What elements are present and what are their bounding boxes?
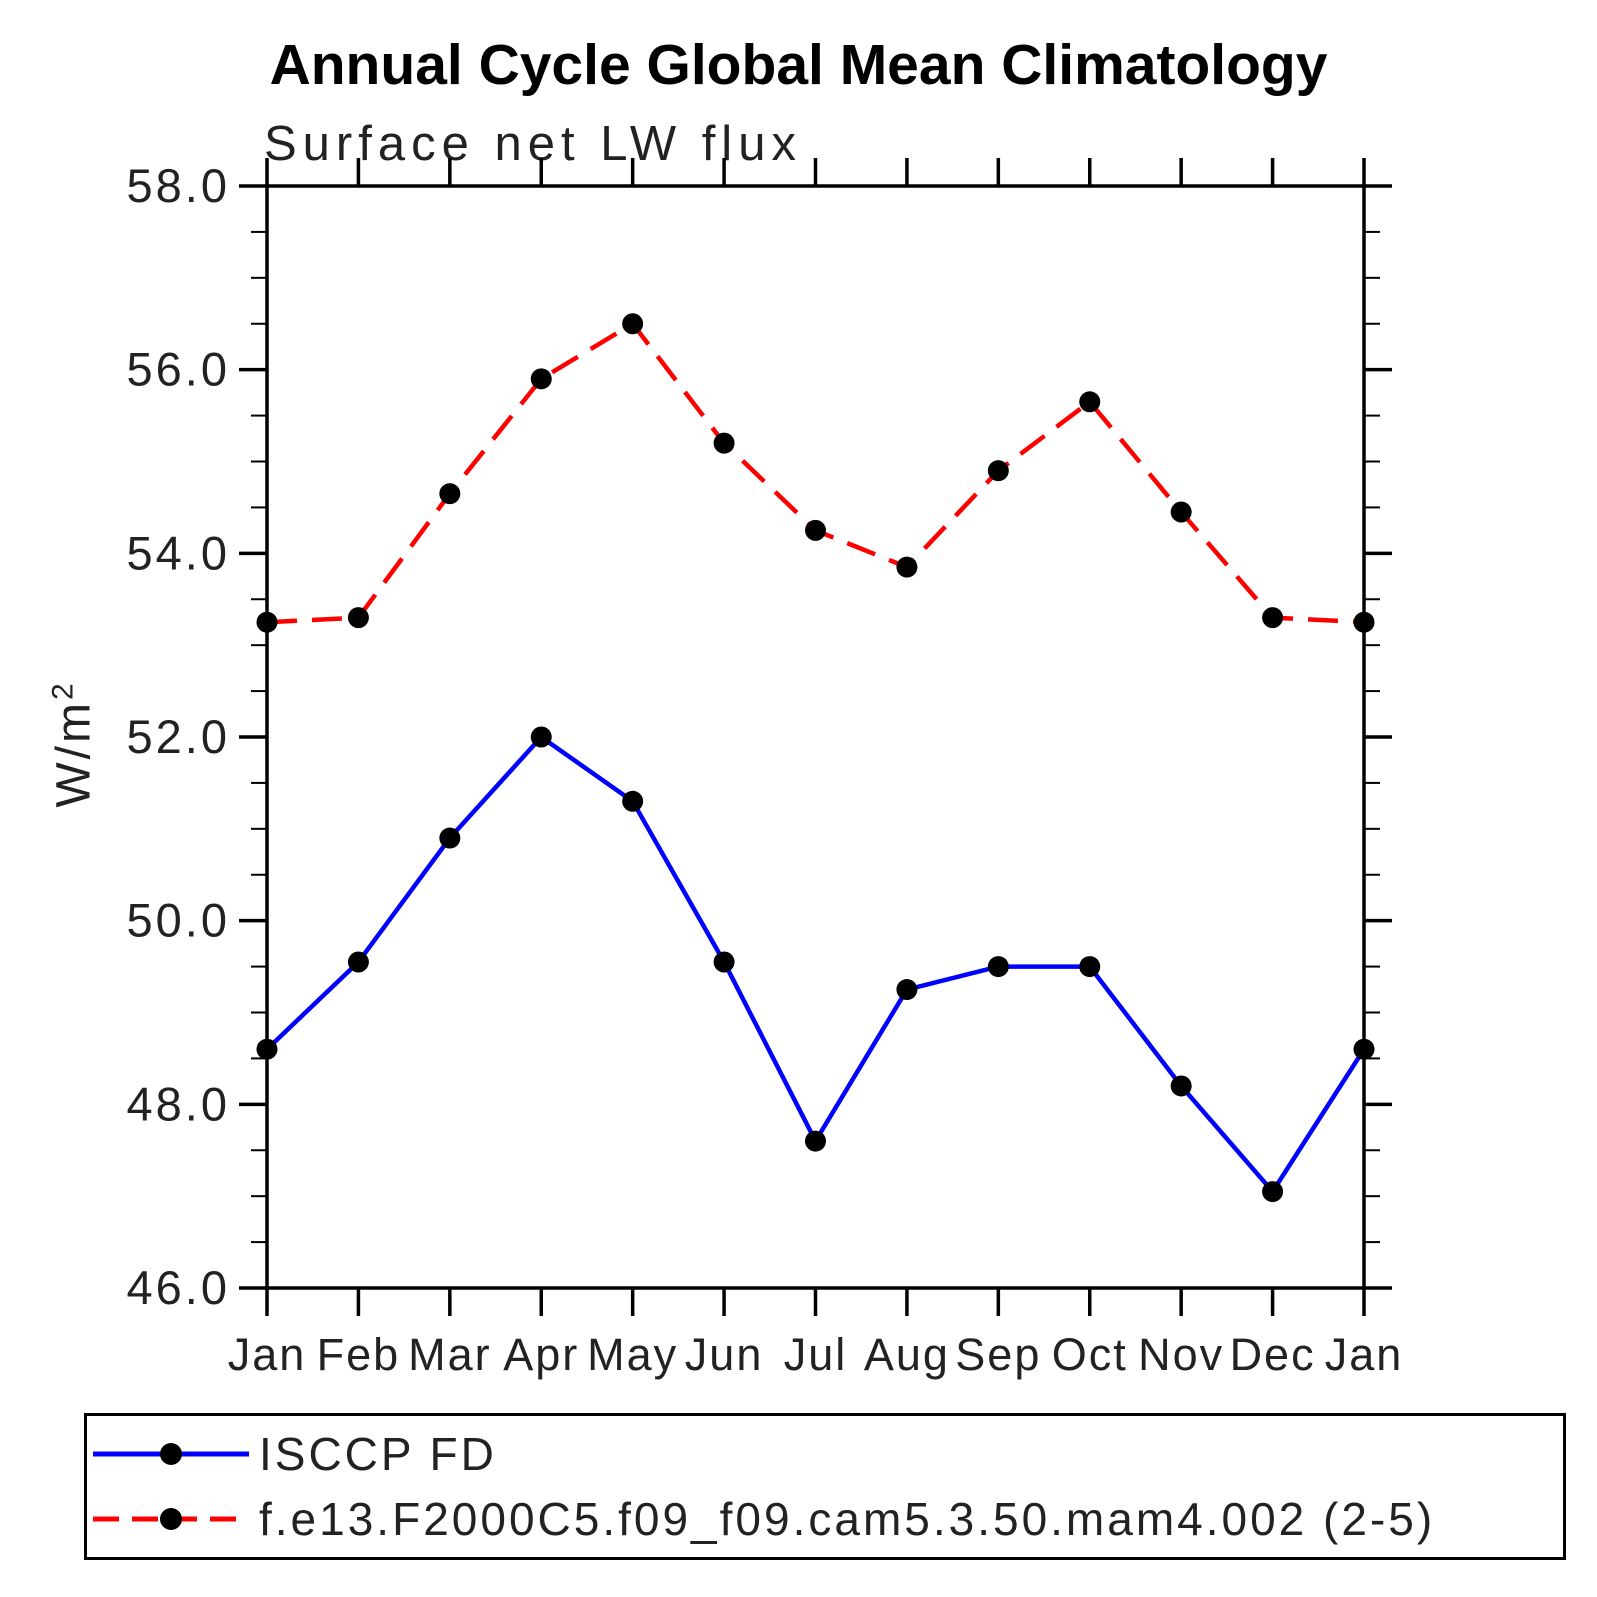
series-line-1 (266, 320, 1365, 625)
data-point-marker (896, 556, 918, 578)
y-tick-label: 46.0 (127, 1261, 230, 1314)
data-point-marker (987, 460, 1009, 482)
data-point-marker (987, 956, 1009, 978)
data-point-marker (347, 607, 369, 629)
data-point-marker (1170, 1075, 1192, 1097)
legend-label-model: f.e13.F2000C5.f09_f09.cam5.3.50.mam4.002… (259, 1493, 1436, 1545)
plot-border (265, 184, 1366, 1290)
x-tick-label: Jan (228, 1329, 307, 1380)
x-tick-label: Aug (864, 1329, 950, 1380)
data-point-marker (805, 1130, 826, 1152)
data-point-marker (347, 951, 369, 973)
x-tick-label: Feb (317, 1329, 401, 1380)
legend-swatch-dashed (93, 1508, 249, 1530)
y-tick-label: 52.0 (127, 710, 230, 763)
legend-entry-observation: ISCCP FD (91, 1427, 497, 1481)
data-point-marker (1353, 611, 1375, 633)
legend-marker-dot (160, 1443, 182, 1465)
x-tick-label: Jun (685, 1329, 764, 1380)
data-point-marker (713, 432, 735, 454)
x-tick-label: Apr (503, 1329, 579, 1380)
series-line-0 (265, 734, 1366, 1196)
data-point-marker (439, 827, 461, 849)
data-point-marker (622, 790, 644, 812)
chart-title: Annual Cycle Global Mean Climatology (269, 33, 1328, 97)
data-point-marker (439, 483, 461, 505)
legend-label-observation: ISCCP FD (259, 1428, 497, 1480)
x-tick-label: Jul (784, 1329, 848, 1380)
x-tick-label: Jan (1325, 1329, 1404, 1380)
legend-box: ISCCP FD f.e13.F2000C5.f09_f09.cam5.3.50… (84, 1413, 1566, 1560)
data-point-marker (1262, 1181, 1284, 1203)
data-point-marker (530, 368, 552, 390)
y-tick-label: 56.0 (127, 343, 230, 396)
x-tick-label: Mar (408, 1329, 492, 1380)
x-tick-label: Dec (1230, 1329, 1316, 1380)
x-tick-label: Oct (1052, 1329, 1128, 1380)
y-tick-label: 54.0 (127, 526, 230, 579)
x-tick-label: Sep (955, 1329, 1041, 1380)
data-point-marker (256, 1038, 278, 1060)
x-tick-label: Nov (1138, 1329, 1224, 1380)
y-tick-label: 50.0 (127, 894, 230, 947)
data-point-marker (530, 726, 552, 748)
legend-swatch-solid (93, 1443, 249, 1465)
data-point-marker (896, 979, 918, 1001)
data-point-marker (1353, 1038, 1375, 1060)
y-tick-label: 58.0 (127, 159, 230, 212)
x-tick-label: May (587, 1329, 678, 1380)
data-point-marker (622, 313, 644, 335)
legend-marker-dot (160, 1508, 182, 1530)
data-point-marker (1170, 501, 1192, 523)
data-point-marker (256, 611, 278, 633)
data-point-marker (713, 951, 735, 973)
data-point-marker (1079, 956, 1101, 978)
data-point-marker (805, 519, 826, 541)
legend-entry-model: f.e13.F2000C5.f09_f09.cam5.3.50.mam4.002… (91, 1492, 1435, 1546)
data-point-marker (1262, 607, 1284, 629)
chart-subtitle: Surface net LW flux (264, 117, 802, 171)
y-tick-label: 48.0 (127, 1077, 230, 1130)
data-point-marker (1079, 391, 1101, 413)
